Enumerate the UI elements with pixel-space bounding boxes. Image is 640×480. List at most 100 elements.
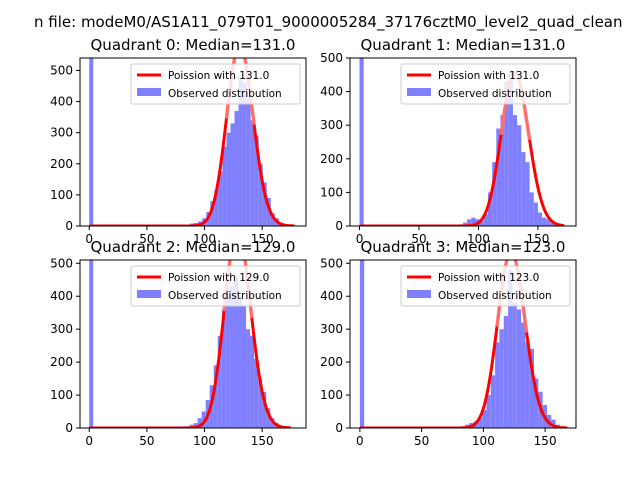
histogram-bar [490,375,496,428]
histogram-bar [270,418,275,428]
x-tick-label: 100 [467,232,490,246]
legend-label-poisson: Poission with 123.0 [438,272,539,284]
x-tick-label: 50 [414,434,429,448]
x-tick-label: 0 [356,232,364,246]
panel-title: Quadrant 0: Median=131.0 [91,36,296,54]
histogram-bar [246,329,251,428]
histogram-bar [483,214,488,226]
x-tick-label: 150 [251,434,274,448]
legend-label-poisson: Poission with 131.0 [438,70,539,82]
y-tick-label: 500 [320,51,343,65]
x-tick-label: 150 [534,434,557,448]
histogram-bar [250,335,255,428]
legend-label-observed: Observed distribution [168,88,282,100]
histogram-bar [517,125,522,226]
y-tick-label: 200 [50,157,73,171]
histogram-bar [550,222,555,226]
histogram-bar [537,212,543,226]
histogram-bar [254,135,259,226]
histogram-bar [495,342,500,428]
histogram-bar [521,322,526,428]
histogram-bar [487,192,493,226]
legend-label-poisson: Poission with 129.0 [168,272,269,284]
axes-frame [349,57,577,227]
histogram-bar [525,162,530,226]
y-tick-label: 0 [65,219,73,233]
legend-bar-swatch [137,290,161,298]
histogram-bar [262,391,267,428]
histogram-bar [499,329,504,428]
histogram-bar [238,76,243,226]
histogram-bar [529,348,535,428]
histogram-bar [463,222,468,226]
legend-box [130,265,301,307]
figure-suptitle: n file: modeM0/AS1A11_079T01_9000005284_… [34,13,623,32]
legend-label-observed: Observed distribution [438,290,552,302]
quadrant-panel-3: 0 50 100 150 0 100 200 300 400 500 Quadrant 3: Med… [320,238,577,448]
histogram-bar [512,115,518,226]
histogram-bar [508,71,513,226]
histogram-bar [492,162,497,226]
histogram-bar [262,182,267,226]
histogram-bar [234,110,239,226]
histogram-bar [258,378,263,428]
x-tick-label: 0 [85,434,93,448]
histogram-bar [471,217,476,226]
histogram-bar [534,378,539,428]
x-tick-label: 50 [411,232,426,246]
histogram-bar [242,82,247,226]
quadrant-panel-0: 0 50 100 150 0 100 200 300 400 500 Quadrant 0: Med… [50,36,307,246]
histogram-bar [214,190,219,226]
histogram-bar [230,123,235,226]
histogram-bar [222,146,227,226]
histogram-bar [213,365,218,428]
x-tick-label: 50 [139,232,154,246]
legend-box [130,63,301,105]
histogram-bar [551,419,556,428]
histogram-bar [221,309,226,428]
y-tick-label: 100 [50,388,73,402]
zero-bin-bar [359,58,364,226]
histogram-bar [529,192,534,226]
histogram-bar [503,316,509,428]
zero-bin-bar [89,58,94,226]
x-tick-label: 0 [85,232,93,246]
histogram-bar [516,309,522,428]
panel-title: Quadrant 1: Median=131.0 [361,36,566,54]
zero-bin-bar [89,260,94,428]
histogram-bar [218,171,223,226]
y-tick-label: 400 [320,85,343,99]
histogram-bar [512,302,517,428]
axes-frame [79,259,307,429]
histogram-bar [225,296,230,428]
y-tick-label: 500 [50,63,73,77]
x-tick-label: 150 [526,232,549,246]
y-tick-label: 400 [50,289,73,303]
legend-label-observed: Observed distribution [438,88,552,100]
panel-title: Quadrant 3: Median=123.0 [361,238,566,256]
quadrant-panel-1: 0 50 100 150 0 100 200 300 400 500 Quadrant 1: Med… [320,36,577,246]
histogram-bar [542,217,547,226]
histogram-bar [500,115,505,226]
y-tick-label: 400 [50,95,73,109]
y-tick-label: 0 [65,421,73,435]
y-tick-label: 300 [320,322,343,336]
y-tick-label: 200 [320,152,343,166]
legend-bar-swatch [407,290,431,298]
histogram-bar [546,219,551,226]
legend-box [400,63,571,105]
y-tick-label: 300 [50,126,73,140]
histogram-bar [233,276,238,428]
x-tick-label: 100 [193,232,216,246]
histogram-bar [479,220,484,226]
legend-bar-swatch [407,88,431,96]
histogram-bar [193,423,198,428]
x-tick-label: 0 [356,434,364,448]
y-tick-label: 300 [320,118,343,132]
histogram-bar [477,418,483,428]
histogram-bar [270,213,275,226]
zero-bin-bar [359,260,365,428]
histogram-bar [533,202,538,226]
quadrant-panel-2: 0 50 100 150 0 100 200 300 400 500 Quadrant 2: Med… [50,238,307,448]
